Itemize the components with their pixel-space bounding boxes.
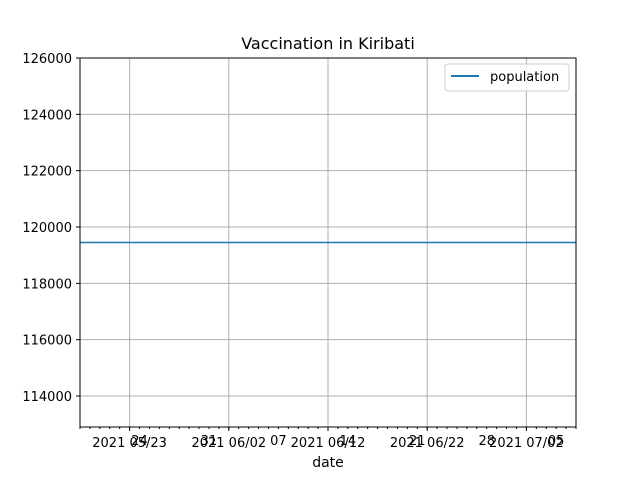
x-axis-label: date [312, 455, 344, 471]
x-major-tick-label: 2021 06/12 [291, 436, 366, 451]
legend: population [444, 63, 570, 92]
x-major-tick-label: 2021 07/02 [489, 436, 564, 451]
x-week-tick-label: 05 [548, 434, 565, 449]
x-week-tick-label: 21 [409, 434, 426, 449]
chart-title: Vaccination in Kiribati [241, 34, 415, 53]
x-week-tick-label: 24 [131, 434, 148, 449]
x-major-tick-label: 2021 06/02 [191, 436, 266, 451]
x-week-tick-label: 07 [270, 434, 287, 449]
x-week-tick-label: 14 [340, 434, 357, 449]
y-tick-label: 124000 [22, 108, 72, 123]
axis-layer: 114000 116000 118000 120000 122000 124000 1260… [22, 52, 577, 451]
y-tick-label: 122000 [22, 165, 72, 180]
x-major-tick-label: 2021 06/22 [390, 436, 465, 451]
y-tick-label: 120000 [22, 221, 72, 236]
y-tick-label: 114000 [22, 390, 72, 405]
x-major-tick-label: 2021 05/23 [92, 436, 167, 451]
y-tick-label: 126000 [22, 52, 72, 67]
x-week-tick-label: 28 [478, 434, 495, 449]
y-tick-label: 116000 [22, 334, 72, 349]
legend-label-population: population [490, 70, 559, 85]
x-week-tick-label: 31 [201, 434, 218, 449]
y-tick-label: 118000 [22, 277, 72, 292]
legend-box [444, 63, 570, 92]
